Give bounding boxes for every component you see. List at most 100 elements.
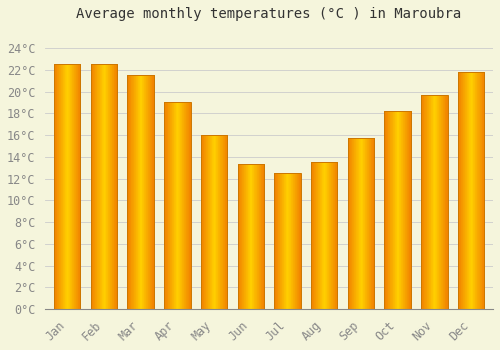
Bar bbox=[311, 162, 338, 309]
Bar bbox=[178, 103, 179, 309]
Bar bbox=[481, 72, 482, 309]
Bar bbox=[110, 64, 111, 309]
Bar bbox=[172, 103, 173, 309]
Bar bbox=[373, 138, 374, 309]
Bar bbox=[245, 164, 246, 309]
Bar bbox=[282, 173, 283, 309]
Bar bbox=[357, 138, 358, 309]
Bar bbox=[247, 164, 248, 309]
Bar bbox=[224, 135, 225, 309]
Bar bbox=[103, 64, 104, 309]
Bar bbox=[242, 164, 243, 309]
Bar bbox=[394, 111, 396, 309]
Bar bbox=[421, 95, 422, 309]
Bar bbox=[62, 64, 63, 309]
Bar bbox=[447, 95, 448, 309]
Bar bbox=[330, 162, 332, 309]
Bar bbox=[360, 138, 362, 309]
Bar bbox=[152, 75, 153, 309]
Bar bbox=[388, 111, 389, 309]
Bar bbox=[429, 95, 430, 309]
Bar bbox=[109, 64, 110, 309]
Bar bbox=[336, 162, 338, 309]
Bar bbox=[460, 72, 461, 309]
Bar bbox=[386, 111, 387, 309]
Bar bbox=[180, 103, 181, 309]
Bar bbox=[361, 138, 362, 309]
Bar bbox=[56, 64, 58, 309]
Bar bbox=[112, 64, 113, 309]
Bar bbox=[240, 164, 241, 309]
Bar bbox=[115, 64, 116, 309]
Bar bbox=[68, 64, 69, 309]
Bar bbox=[225, 135, 226, 309]
Bar bbox=[255, 164, 256, 309]
Bar bbox=[108, 64, 109, 309]
Bar bbox=[208, 135, 209, 309]
Bar bbox=[183, 103, 184, 309]
Bar bbox=[470, 72, 472, 309]
Bar bbox=[132, 75, 133, 309]
Bar bbox=[300, 173, 302, 309]
Bar bbox=[251, 164, 252, 309]
Bar bbox=[54, 64, 56, 309]
Bar bbox=[283, 173, 284, 309]
Bar bbox=[164, 103, 165, 309]
Bar bbox=[408, 111, 409, 309]
Bar bbox=[128, 75, 154, 309]
Bar bbox=[168, 103, 169, 309]
Bar bbox=[288, 173, 289, 309]
Bar bbox=[212, 135, 213, 309]
Bar bbox=[356, 138, 357, 309]
Bar bbox=[428, 95, 430, 309]
Bar bbox=[364, 138, 366, 309]
Bar bbox=[209, 135, 210, 309]
Bar bbox=[285, 173, 286, 309]
Bar bbox=[128, 75, 129, 309]
Bar bbox=[243, 164, 244, 309]
Bar bbox=[358, 138, 359, 309]
Bar bbox=[434, 95, 436, 309]
Bar bbox=[74, 64, 75, 309]
Bar bbox=[458, 72, 459, 309]
Bar bbox=[134, 75, 135, 309]
Bar bbox=[254, 164, 255, 309]
Bar bbox=[117, 64, 118, 309]
Bar bbox=[478, 72, 479, 309]
Bar bbox=[142, 75, 143, 309]
Bar bbox=[185, 103, 186, 309]
Bar bbox=[279, 173, 280, 309]
Bar bbox=[259, 164, 260, 309]
Bar bbox=[249, 164, 250, 309]
Bar bbox=[67, 64, 68, 309]
Bar bbox=[409, 111, 410, 309]
Bar bbox=[257, 164, 258, 309]
Bar bbox=[188, 103, 189, 309]
Bar bbox=[248, 164, 249, 309]
Bar bbox=[77, 64, 78, 309]
Bar bbox=[392, 111, 393, 309]
Bar bbox=[444, 95, 445, 309]
Bar bbox=[351, 138, 352, 309]
Bar bbox=[464, 72, 466, 309]
Bar bbox=[260, 164, 262, 309]
Bar bbox=[78, 64, 79, 309]
Bar bbox=[350, 138, 351, 309]
Bar bbox=[384, 111, 411, 309]
Bar bbox=[348, 138, 374, 309]
Bar bbox=[314, 162, 315, 309]
Bar bbox=[475, 72, 476, 309]
Bar bbox=[150, 75, 151, 309]
Bar bbox=[135, 75, 136, 309]
Bar bbox=[140, 75, 141, 309]
Bar bbox=[294, 173, 296, 309]
Bar bbox=[258, 164, 259, 309]
Bar bbox=[250, 164, 251, 309]
Bar bbox=[80, 64, 81, 309]
Bar bbox=[139, 75, 140, 309]
Bar bbox=[114, 64, 115, 309]
Bar bbox=[396, 111, 398, 309]
Bar bbox=[320, 162, 321, 309]
Bar bbox=[484, 72, 485, 309]
Bar bbox=[241, 164, 242, 309]
